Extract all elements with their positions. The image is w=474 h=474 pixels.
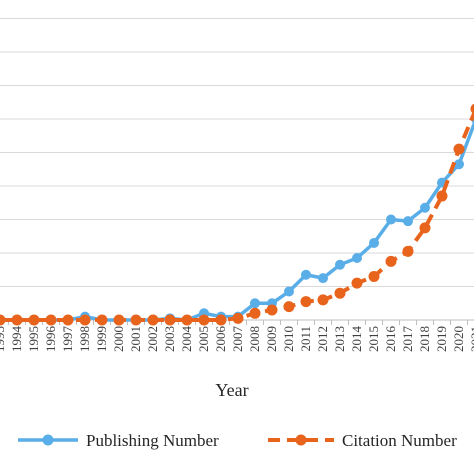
data-point xyxy=(198,314,210,326)
x-tick-label: 1996 xyxy=(43,326,58,353)
x-tick-label: 2017 xyxy=(400,326,415,353)
legend-label: Publishing Number xyxy=(86,431,219,450)
data-point xyxy=(11,314,23,326)
data-point xyxy=(453,143,465,155)
x-tick-labels: 1993 1994 1995 1996 1997 1998 1999 2000 2001 2002… xyxy=(0,326,474,353)
x-tick-label: 1997 xyxy=(60,326,75,353)
data-point xyxy=(454,159,464,170)
x-tick-label: 2011 xyxy=(298,326,313,352)
data-point xyxy=(368,270,380,282)
x-tick-label: 1999 xyxy=(94,326,109,352)
x-tick-label: 2007 xyxy=(230,326,245,353)
x-tick-label: 2006 xyxy=(213,326,228,353)
data-point xyxy=(283,301,295,313)
x-tick-label: 2005 xyxy=(196,326,211,352)
data-point xyxy=(300,296,312,308)
legend-label: Citation Number xyxy=(342,431,457,450)
x-tick-label: 2008 xyxy=(247,326,262,352)
data-point xyxy=(386,214,396,225)
data-point xyxy=(62,314,74,326)
x-tick-label: 2010 xyxy=(281,326,296,352)
series-line xyxy=(0,108,474,322)
data-point xyxy=(436,190,448,202)
data-point xyxy=(45,314,57,326)
data-point xyxy=(335,259,345,270)
x-tick-label: 2014 xyxy=(349,326,364,353)
x-tick-label: 2012 xyxy=(315,326,330,352)
x-tick-label: 2016 xyxy=(383,326,398,353)
data-point xyxy=(419,222,431,234)
legend: Publishing Number Citation Number xyxy=(18,431,457,450)
data-point xyxy=(96,314,108,326)
legend-item: Publishing Number xyxy=(18,431,219,450)
x-tick-label: 1998 xyxy=(77,326,92,352)
data-point xyxy=(351,277,363,289)
legend-marker xyxy=(42,434,54,446)
series-citation-number xyxy=(0,103,474,326)
x-axis-title: Year xyxy=(215,380,248,400)
x-tick-label: 2009 xyxy=(264,326,279,352)
x-tick-label: 2002 xyxy=(145,326,160,352)
data-point xyxy=(402,245,414,257)
data-point xyxy=(28,314,40,326)
data-point xyxy=(403,216,413,227)
data-point xyxy=(181,314,193,326)
data-point xyxy=(470,103,474,115)
data-point xyxy=(334,287,346,299)
data-point xyxy=(232,312,244,324)
x-tick-label: 1993 xyxy=(0,326,7,352)
x-tick-label: 2018 xyxy=(417,326,432,352)
data-point xyxy=(301,269,311,280)
x-tick-label: 2021 xyxy=(468,326,474,352)
x-tick-label: 2003 xyxy=(162,326,177,352)
data-point xyxy=(164,314,176,326)
x-tick-label: 2020 xyxy=(451,326,466,352)
x-tick-label: 1994 xyxy=(9,326,24,353)
data-point xyxy=(317,294,329,306)
data-point xyxy=(249,307,261,319)
data-point xyxy=(0,314,6,326)
x-tick-label: 2001 xyxy=(128,326,143,352)
x-tick-label: 2015 xyxy=(366,326,381,352)
x-tick-label: 2000 xyxy=(111,326,126,352)
data-point xyxy=(147,314,159,326)
data-point xyxy=(79,314,91,326)
data-point xyxy=(420,202,430,213)
legend-marker xyxy=(295,434,307,446)
x-tick-label: 1995 xyxy=(26,326,41,352)
data-point xyxy=(385,255,397,267)
data-point xyxy=(113,314,125,326)
gridlines xyxy=(0,18,474,287)
data-point xyxy=(130,314,142,326)
data-point xyxy=(369,237,379,248)
data-point xyxy=(284,286,294,297)
x-tick-label: 2004 xyxy=(179,326,194,353)
legend-item: Citation Number xyxy=(268,431,457,450)
data-point xyxy=(266,304,278,316)
data-point xyxy=(318,273,328,284)
x-tick-label: 2019 xyxy=(434,326,449,352)
data-point xyxy=(215,314,227,326)
series-group xyxy=(0,103,474,326)
x-tick-label: 2013 xyxy=(332,326,347,352)
data-point xyxy=(352,253,362,264)
data-point xyxy=(250,298,260,309)
